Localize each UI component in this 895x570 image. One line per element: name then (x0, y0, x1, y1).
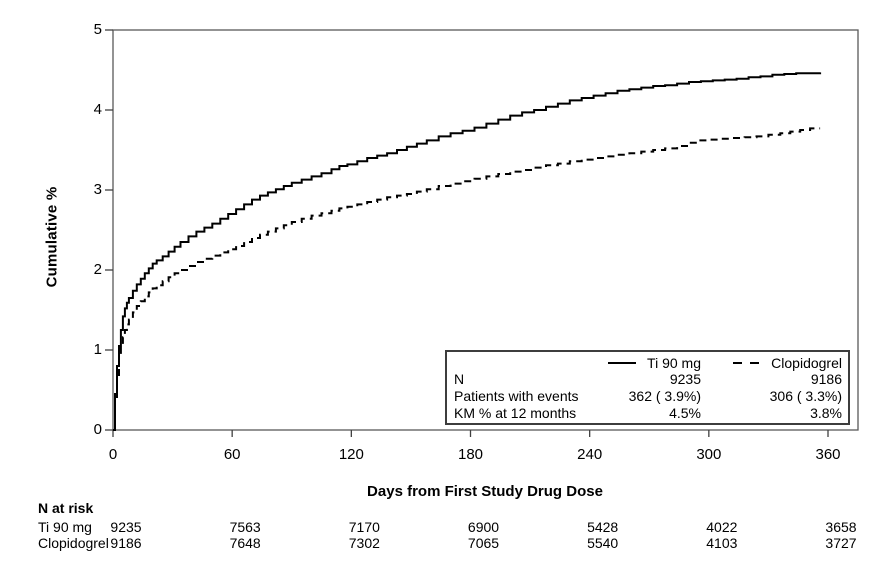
legend-row-label: Patients with events (454, 388, 579, 404)
x-tick-label: 60 (223, 446, 241, 463)
x-tick-label: 120 (338, 446, 364, 463)
n-at-risk-title: N at risk (38, 500, 94, 516)
legend-value-ti90-km12: 4.5% (669, 405, 701, 421)
y-tick-label: 4 (93, 101, 102, 118)
legend-series-row: Ti 90 mg Clopidogrel (454, 354, 842, 371)
dashed-line-sample-icon (733, 361, 762, 364)
n-at-risk-value: 7563 (229, 519, 261, 535)
legend-row-km12: KM % at 12 months 4.5% 3.8% (454, 405, 842, 422)
n-at-risk-value: 6900 (467, 519, 500, 535)
x-tick-label: 300 (696, 446, 722, 463)
y-axis-title: Cumulative % (43, 186, 61, 288)
legend-value-ti90-events: 362 ( 3.9%) (628, 388, 701, 404)
n-at-risk-value: 3727 (825, 535, 857, 551)
legend-series-label: Clopidogrel (771, 354, 842, 371)
n-at-risk-row-label-clopidogrel: Clopidogrel (38, 535, 109, 551)
y-tick-label: 5 (93, 21, 102, 38)
x-tick-label: 360 (815, 446, 841, 463)
legend-value-ti90-n: 9235 (669, 371, 701, 387)
solid-line-sample-icon (608, 361, 637, 364)
n-at-risk-value: 9235 (110, 519, 142, 535)
legend-value-clopidogrel-events: 306 ( 3.3%) (769, 388, 842, 404)
legend-row-n: N 9235 9186 (454, 371, 842, 388)
n-at-risk-value: 5540 (587, 535, 619, 551)
km-curve-clopidogrel (113, 127, 821, 431)
n-at-risk-value: 7648 (229, 535, 261, 551)
legend-spacer (454, 354, 562, 371)
x-tick-label: 0 (108, 446, 118, 463)
legend-entry-clopidogrel: Clopidogrel (701, 354, 842, 371)
x-tick-label: 180 (457, 446, 484, 463)
y-tick-label: 2 (93, 261, 102, 278)
n-at-risk-value: 5428 (587, 519, 619, 535)
x-axis-title: Days from First Study Drug Dose (367, 483, 603, 500)
y-tick-label: 3 (93, 181, 102, 198)
n-at-risk-value: 9186 (110, 535, 142, 551)
legend-row-label: N (454, 371, 465, 387)
km-curve-ti-90-mg (113, 72, 822, 431)
x-tick-label: 240 (577, 446, 603, 463)
n-at-risk-value: 7170 (348, 519, 380, 535)
legend-value-clopidogrel-n: 9186 (810, 371, 842, 387)
legend-row-label: KM % at 12 months (454, 405, 577, 421)
n-at-risk-row-label-ti90: Ti 90 mg (38, 519, 92, 535)
y-tick-label: 1 (93, 341, 102, 358)
y-tick-label: 0 (93, 421, 102, 438)
n-at-risk-value: 4103 (706, 535, 738, 551)
legend-row-events: Patients with events 362 ( 3.9%) 306 ( 3… (454, 388, 842, 405)
n-at-risk-value: 7065 (467, 535, 500, 551)
n-at-risk-value: 4022 (706, 519, 738, 535)
legend-entry-ti90: Ti 90 mg (562, 354, 701, 371)
legend-series-label: Ti 90 mg (647, 354, 701, 371)
legend-box: Ti 90 mg Clopidogrel N 9235 9186 Patient… (445, 350, 850, 425)
legend-value-clopidogrel-km12: 3.8% (810, 405, 842, 421)
n-at-risk-value: 3658 (825, 519, 857, 535)
n-at-risk-value: 7302 (348, 535, 380, 551)
plot-border (112, 29, 859, 431)
